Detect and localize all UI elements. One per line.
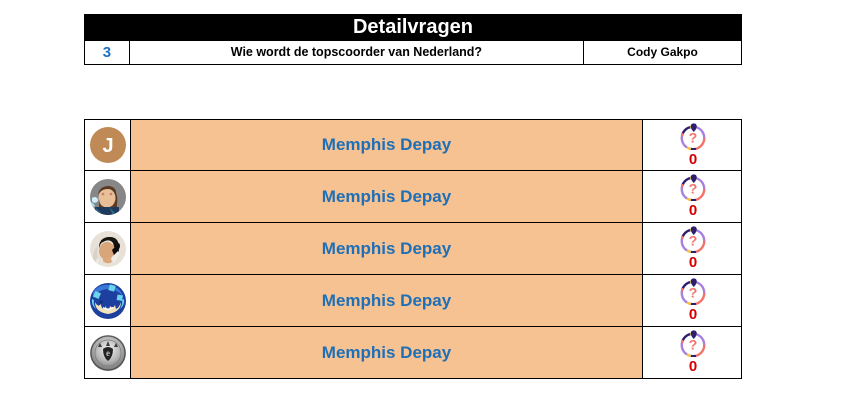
svg-text:?: ?	[689, 338, 698, 354]
svg-text:?: ?	[689, 234, 698, 250]
svg-text:?: ?	[689, 286, 698, 302]
svg-text:e: e	[106, 348, 110, 358]
svg-text:J: J	[102, 135, 113, 157]
svg-text:?: ?	[689, 182, 698, 198]
svg-text:?: ?	[689, 130, 698, 146]
